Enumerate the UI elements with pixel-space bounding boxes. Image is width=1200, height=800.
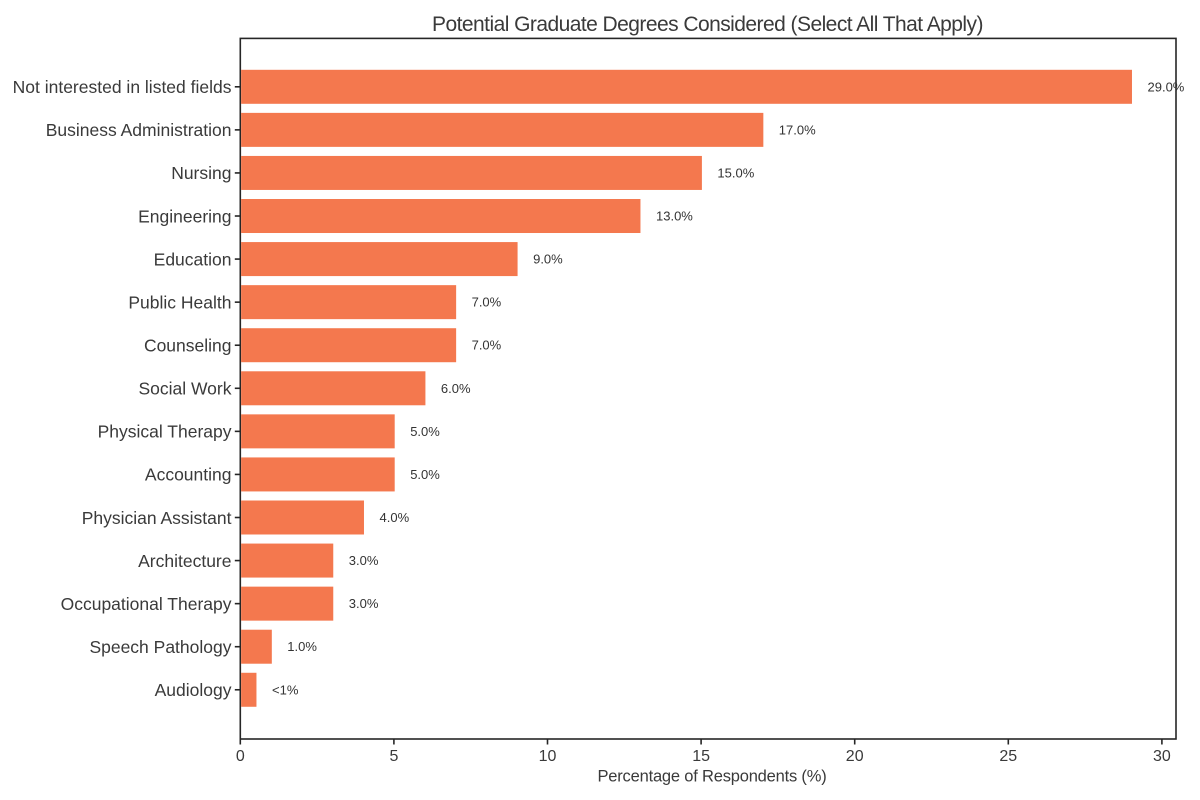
svg-text:15: 15 <box>692 748 710 765</box>
svg-text:3.0%: 3.0% <box>349 596 379 611</box>
svg-text:20: 20 <box>846 748 864 765</box>
svg-text:Counseling: Counseling <box>144 336 232 356</box>
svg-text:29.0%: 29.0% <box>1148 79 1185 94</box>
svg-text:6.0%: 6.0% <box>441 381 471 396</box>
svg-text:17.0%: 17.0% <box>779 122 816 137</box>
svg-text:Percentage of Respondents (%): Percentage of Respondents (%) <box>597 767 826 785</box>
svg-text:Architecture: Architecture <box>138 551 231 571</box>
svg-text:5: 5 <box>389 748 398 765</box>
svg-text:Physician Assistant: Physician Assistant <box>82 508 232 528</box>
svg-text:Public Health: Public Health <box>128 292 231 312</box>
svg-text:5.0%: 5.0% <box>410 424 440 439</box>
svg-text:5.0%: 5.0% <box>410 467 440 482</box>
svg-text:Not interested in listed field: Not interested in listed fields <box>13 77 232 97</box>
svg-text:7.0%: 7.0% <box>472 295 502 310</box>
svg-text:<1%: <1% <box>272 682 299 697</box>
svg-text:Occupational Therapy: Occupational Therapy <box>61 594 232 614</box>
svg-text:Engineering: Engineering <box>138 206 231 226</box>
svg-text:Audiology: Audiology <box>155 680 232 700</box>
svg-text:Accounting: Accounting <box>145 465 232 485</box>
svg-text:15.0%: 15.0% <box>717 165 754 180</box>
svg-text:Speech Pathology: Speech Pathology <box>89 637 231 657</box>
svg-text:1.0%: 1.0% <box>287 639 317 654</box>
svg-text:4.0%: 4.0% <box>380 510 410 525</box>
svg-text:13.0%: 13.0% <box>656 209 693 224</box>
svg-text:Physical Therapy: Physical Therapy <box>98 422 232 442</box>
svg-text:Potential Graduate Degrees Con: Potential Graduate Degrees Considered (S… <box>432 13 983 36</box>
svg-text:0: 0 <box>236 748 245 765</box>
svg-text:3.0%: 3.0% <box>349 553 379 568</box>
svg-text:25: 25 <box>999 748 1017 765</box>
svg-text:Business Administration: Business Administration <box>46 120 232 140</box>
svg-text:30: 30 <box>1153 748 1171 765</box>
svg-text:9.0%: 9.0% <box>533 252 563 267</box>
svg-text:10: 10 <box>539 748 557 765</box>
svg-text:Social Work: Social Work <box>138 379 231 399</box>
svg-text:Education: Education <box>154 249 232 269</box>
svg-text:Nursing: Nursing <box>171 163 231 183</box>
svg-text:7.0%: 7.0% <box>472 338 502 353</box>
